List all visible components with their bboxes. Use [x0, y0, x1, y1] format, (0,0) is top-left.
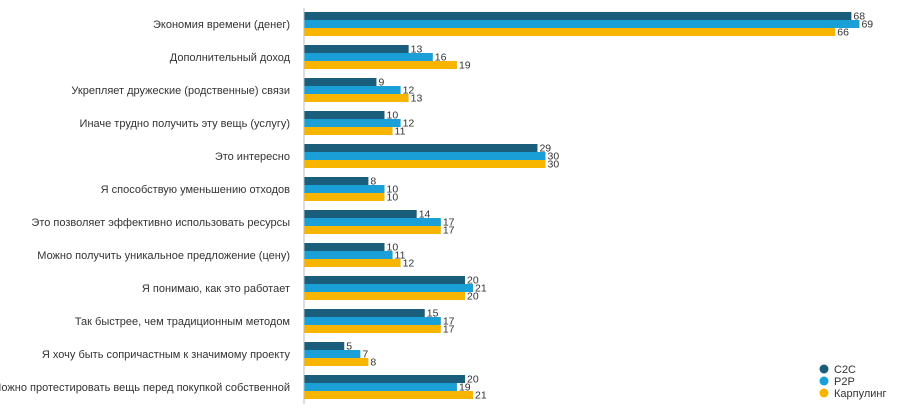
bar	[304, 193, 385, 201]
bar	[304, 226, 441, 234]
data-label: 5	[346, 341, 352, 353]
bar	[304, 86, 401, 94]
data-label: 69	[861, 19, 873, 31]
data-label: 11	[395, 126, 406, 138]
data-label: 11	[395, 250, 406, 262]
bar	[304, 375, 465, 383]
category-label: Я хочу быть сопричастным к значимому про…	[42, 349, 291, 361]
data-label: 10	[387, 192, 399, 204]
category-label: Иначе трудно получить эту вещь (услугу)	[80, 118, 290, 130]
data-label: 20	[467, 374, 479, 386]
data-label: 15	[427, 308, 439, 320]
bar	[304, 391, 474, 399]
bar	[304, 152, 546, 160]
data-label: 30	[548, 151, 560, 163]
data-label: 19	[459, 382, 471, 394]
data-label: 17	[443, 217, 455, 229]
data-label: 12	[403, 258, 415, 270]
bars	[304, 12, 860, 399]
legend-marker	[819, 388, 829, 398]
bar	[304, 53, 433, 61]
bar	[304, 284, 474, 292]
data-label: 21	[475, 283, 487, 295]
bar	[304, 127, 393, 135]
data-label: 17	[443, 324, 455, 336]
bar	[304, 309, 425, 317]
category-label: Так быстрее, чем традиционным методом	[75, 316, 290, 328]
bar	[304, 218, 441, 226]
bar	[304, 243, 385, 251]
bar	[304, 160, 546, 168]
data-label: 10	[387, 110, 399, 122]
legend-marker	[819, 364, 829, 374]
data-label: 17	[443, 316, 455, 328]
data-label: 10	[387, 184, 399, 196]
data-label: 68	[853, 11, 865, 23]
bar	[304, 78, 377, 86]
category-label: Я способствую уменьшению отходов	[101, 184, 290, 196]
data-label: 30	[548, 159, 560, 171]
bar	[304, 259, 401, 267]
bar	[304, 144, 538, 152]
category-label: Экономия времени (денег)	[153, 19, 290, 31]
bar	[304, 45, 409, 53]
category-label: Это позволяет эффективно использовать ре…	[31, 217, 290, 229]
data-label: 8	[370, 357, 376, 369]
bar	[304, 325, 441, 333]
bar	[304, 61, 457, 69]
bar	[304, 94, 409, 102]
bar	[304, 12, 852, 20]
category-label: Дополнительный доход	[170, 52, 291, 64]
category-label: Это интересно	[215, 151, 290, 163]
data-label: 12	[403, 85, 415, 97]
category-label: Можно протестировать вещь перед покупкой…	[0, 382, 290, 394]
data-label: 16	[435, 52, 447, 64]
bar	[304, 185, 385, 193]
data-label: 20	[467, 275, 479, 287]
bar	[304, 358, 369, 366]
data-label: 13	[411, 93, 423, 105]
data-label: 19	[459, 60, 471, 72]
bar	[304, 342, 345, 350]
data-label: 12	[403, 118, 415, 130]
bar	[304, 177, 369, 185]
value-labels: 6869661316199121310121129303081010141717…	[346, 11, 873, 402]
category-label: Укрепляет дружеские (родственные) связи	[71, 85, 290, 97]
data-label: 21	[475, 390, 487, 402]
data-label: 17	[443, 225, 455, 237]
legend-label: Карпулинг	[834, 388, 887, 400]
data-label: 7	[362, 349, 368, 361]
data-label: 66	[837, 27, 849, 39]
bar	[304, 111, 385, 119]
legend-label: P2P	[834, 376, 855, 388]
category-labels: Экономия времени (денег) Дополнительный д…	[0, 19, 291, 394]
data-label: 9	[378, 77, 384, 89]
legend-label: C2C	[834, 364, 856, 376]
data-label: 14	[419, 209, 431, 221]
bar	[304, 210, 417, 218]
data-label: 29	[539, 143, 551, 155]
bar	[304, 350, 361, 358]
data-label: 8	[370, 176, 376, 188]
data-label: 10	[387, 242, 399, 254]
category-label: Я понимаю, как это работает	[142, 283, 290, 295]
bar	[304, 292, 465, 300]
bar	[304, 28, 836, 36]
data-label: 13	[411, 44, 423, 56]
bar	[304, 119, 401, 127]
bar	[304, 317, 441, 325]
bar	[304, 276, 465, 284]
category-label: Можно получить уникальное предложение (ц…	[37, 250, 290, 262]
bar	[304, 383, 457, 391]
data-label: 20	[467, 291, 479, 303]
bar	[304, 20, 860, 28]
bar	[304, 251, 393, 259]
legend-marker	[819, 376, 829, 386]
